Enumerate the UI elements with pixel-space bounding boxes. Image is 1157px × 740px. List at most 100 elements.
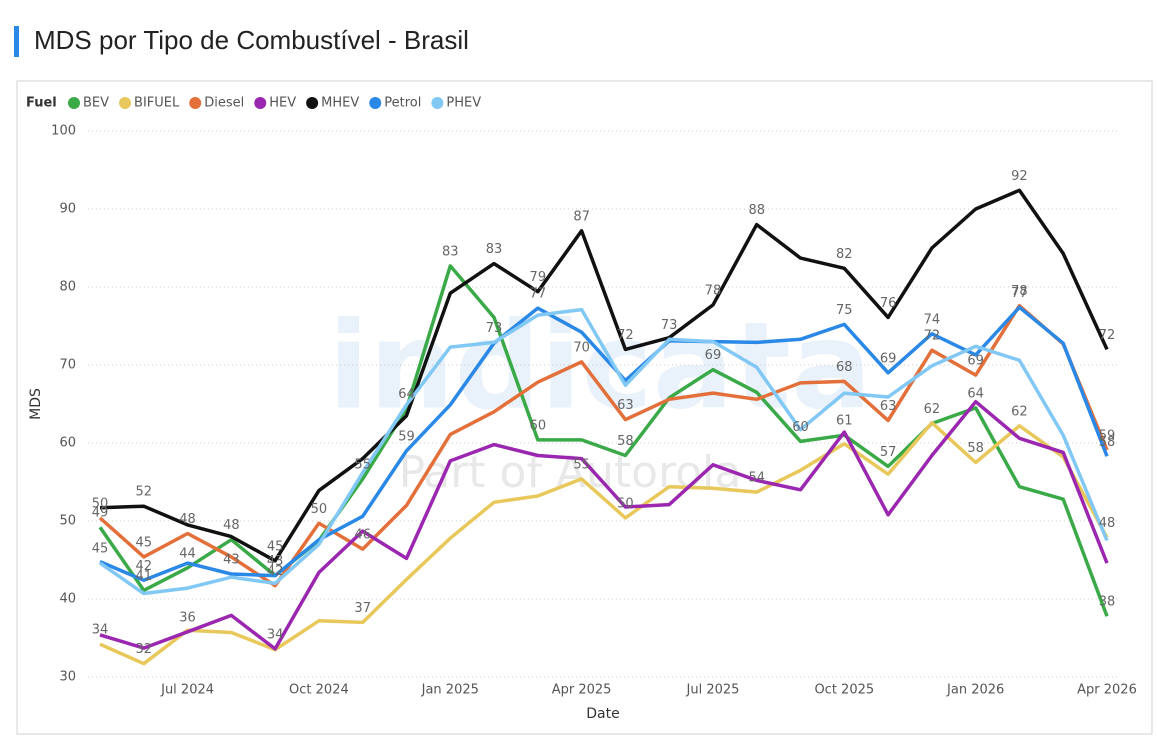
x-tick-label: Apr 2025 — [552, 683, 612, 698]
y-tick-label: 50 — [59, 514, 76, 529]
x-tick-label: Oct 2024 — [289, 683, 349, 698]
data-label: 77 — [1011, 286, 1028, 301]
y-tick-label: 40 — [59, 592, 76, 607]
x-axis-title: Date — [586, 706, 619, 722]
data-label: 63 — [880, 399, 897, 414]
data-label: 72 — [1099, 328, 1116, 343]
data-label: 49 — [92, 506, 109, 521]
data-label: 60 — [792, 420, 809, 435]
data-label: 48 — [223, 518, 240, 533]
legend-label: PHEV — [446, 96, 481, 111]
data-label: 58 — [1099, 435, 1116, 450]
data-label: 69 — [705, 348, 722, 363]
y-tick-label: 100 — [51, 124, 76, 139]
data-label: 74 — [924, 312, 941, 327]
series-line — [99, 307, 1109, 596]
data-label: 36 — [179, 610, 196, 625]
data-label: 77 — [530, 287, 547, 302]
data-label: 87 — [573, 209, 590, 224]
data-label: 41 — [136, 569, 153, 584]
data-label: 68 — [836, 360, 853, 375]
series-line — [99, 188, 1109, 563]
legend-marker — [369, 97, 382, 109]
x-tick-label: Jan 2026 — [946, 683, 1004, 698]
y-tick-label: 80 — [59, 280, 76, 295]
legend-label: Petrol — [384, 96, 421, 111]
data-label: 82 — [836, 247, 853, 262]
legend-marker — [306, 97, 319, 109]
data-label: 78 — [1011, 284, 1028, 299]
legend-marker — [431, 97, 444, 109]
data-label: 42 — [136, 559, 153, 574]
data-label: 58 — [967, 441, 984, 456]
data-label: 83 — [442, 244, 459, 259]
data-label: 32 — [136, 642, 153, 657]
data-label: 59 — [1099, 429, 1116, 444]
data-label: 59 — [398, 429, 415, 444]
data-label: 42 — [267, 564, 284, 579]
legend-label: Diesel — [204, 96, 244, 111]
data-label: 63 — [617, 398, 634, 413]
data-label: 46 — [354, 528, 371, 543]
data-label: 69 — [967, 354, 984, 369]
legend-marker — [254, 97, 267, 109]
data-label: 34 — [267, 627, 284, 642]
data-label: 44 — [179, 546, 196, 561]
series-line — [99, 399, 1109, 651]
x-tick-label: Oct 2025 — [814, 683, 874, 698]
data-label: 76 — [880, 296, 897, 311]
data-label: 78 — [705, 283, 722, 298]
data-label: 34 — [92, 623, 109, 638]
x-tick-label: Jan 2025 — [421, 683, 479, 698]
legend-label: MHEV — [321, 96, 359, 111]
series-line — [99, 305, 1109, 583]
data-label: 62 — [1011, 404, 1028, 419]
data-label: 92 — [1011, 169, 1028, 184]
legend-label: HEV — [269, 96, 296, 111]
chart-title: MDS por Tipo de Combustível - Brasil — [34, 25, 469, 55]
data-label: 70 — [573, 340, 590, 355]
data-label: 58 — [617, 434, 634, 449]
legend-label: BEV — [83, 96, 109, 111]
legend-marker — [119, 97, 132, 109]
watermark-sub: Part of Autorola — [399, 447, 742, 498]
data-label: 72 — [617, 328, 634, 343]
legend-title: Fuel — [26, 96, 57, 111]
data-label: 75 — [836, 303, 853, 318]
data-label: 43 — [223, 553, 240, 568]
y-tick-label: 60 — [59, 436, 76, 451]
data-label: 55 — [573, 457, 590, 472]
data-label: 48 — [179, 512, 196, 527]
data-label: 73 — [661, 318, 678, 333]
data-label: 79 — [530, 270, 547, 285]
data-label: 52 — [136, 485, 153, 500]
data-label: 45 — [267, 539, 284, 554]
data-label: 50 — [92, 496, 109, 511]
data-label: 72 — [924, 329, 941, 344]
data-label: 38 — [1099, 595, 1116, 610]
data-label: 64 — [398, 387, 415, 402]
y-axis-title: MDS — [28, 388, 44, 420]
data-label: 45 — [92, 542, 109, 557]
data-label: 50 — [617, 496, 634, 511]
x-tick-label: Jul 2024 — [160, 683, 214, 698]
title-accent — [14, 26, 19, 57]
legend-label: BIFUEL — [134, 96, 180, 111]
data-label: 83 — [486, 242, 503, 257]
data-label: 62 — [924, 402, 941, 417]
legend-marker — [68, 97, 80, 109]
x-tick-label: Jul 2025 — [686, 683, 740, 698]
chart-frame — [16, 80, 1153, 735]
data-label: 55 — [354, 457, 371, 472]
data-label: 64 — [967, 386, 984, 401]
data-label: 60 — [530, 418, 547, 433]
data-label: 50 — [311, 502, 328, 517]
data-label: 45 — [136, 535, 153, 550]
data-label: 88 — [748, 203, 765, 218]
data-label: 61 — [836, 414, 853, 429]
legend-marker — [189, 97, 202, 109]
data-label: 54 — [748, 471, 765, 486]
data-label: 48 — [1099, 516, 1116, 531]
data-label: 57 — [880, 445, 897, 460]
